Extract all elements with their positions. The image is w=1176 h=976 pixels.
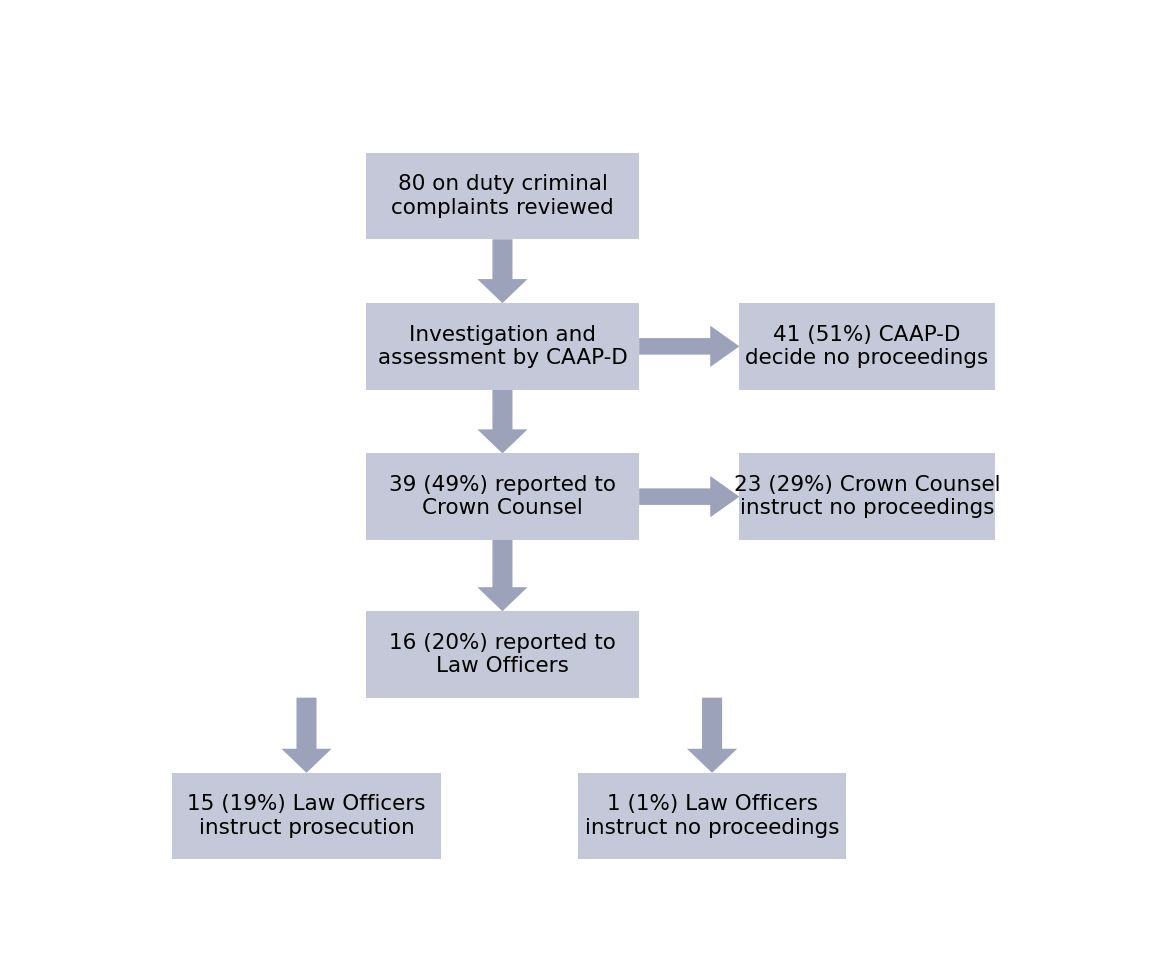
FancyBboxPatch shape — [740, 304, 995, 389]
Text: 23 (29%) Crown Counsel
instruct no proceedings: 23 (29%) Crown Counsel instruct no proce… — [734, 475, 1001, 518]
Polygon shape — [640, 326, 740, 367]
Text: 16 (20%) reported to
Law Officers: 16 (20%) reported to Law Officers — [389, 632, 616, 676]
FancyBboxPatch shape — [366, 611, 640, 698]
Text: 41 (51%) CAAP-D
decide no proceedings: 41 (51%) CAAP-D decide no proceedings — [746, 325, 989, 368]
Polygon shape — [477, 389, 528, 454]
FancyBboxPatch shape — [740, 454, 995, 540]
Polygon shape — [687, 698, 737, 773]
Text: 15 (19%) Law Officers
instruct prosecution: 15 (19%) Law Officers instruct prosecuti… — [187, 794, 426, 837]
FancyBboxPatch shape — [366, 454, 640, 540]
Text: 1 (1%) Law Officers
instruct no proceedings: 1 (1%) Law Officers instruct no proceedi… — [584, 794, 840, 837]
FancyBboxPatch shape — [172, 773, 441, 859]
Polygon shape — [640, 476, 740, 517]
Polygon shape — [477, 540, 528, 611]
Polygon shape — [477, 239, 528, 304]
FancyBboxPatch shape — [366, 304, 640, 389]
Text: 80 on duty criminal
complaints reviewed: 80 on duty criminal complaints reviewed — [392, 175, 614, 218]
Polygon shape — [281, 698, 332, 773]
FancyBboxPatch shape — [366, 153, 640, 239]
FancyBboxPatch shape — [577, 773, 847, 859]
Text: Investigation and
assessment by CAAP-D: Investigation and assessment by CAAP-D — [377, 325, 627, 368]
Text: 39 (49%) reported to
Crown Counsel: 39 (49%) reported to Crown Counsel — [389, 475, 616, 518]
